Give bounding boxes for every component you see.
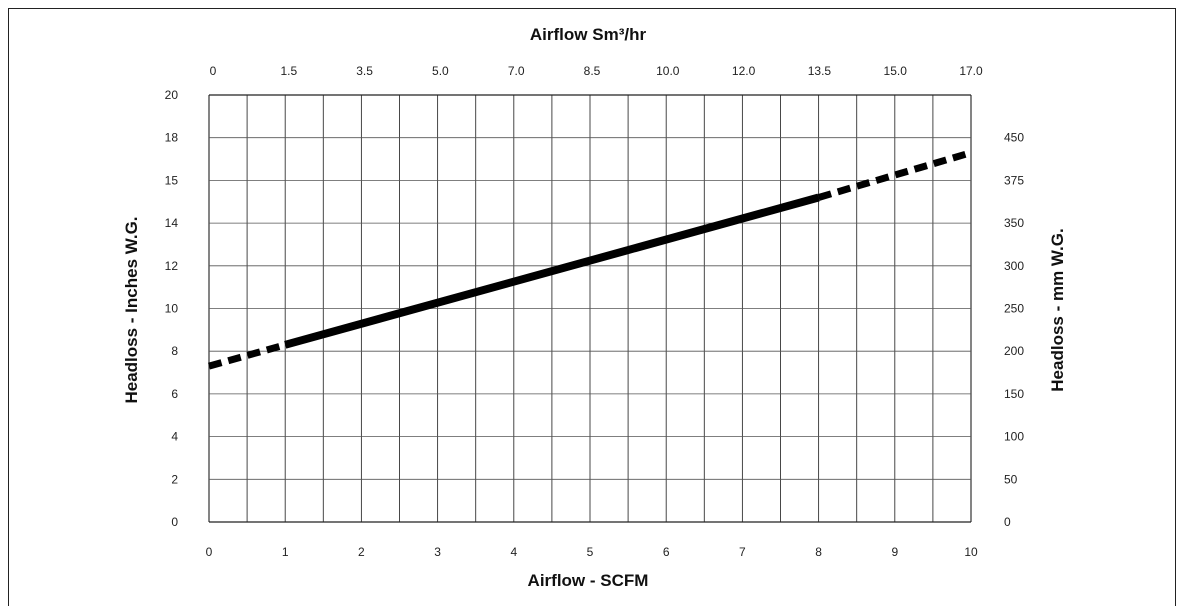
chart-frame xyxy=(8,8,1176,606)
bottom-axis-title: Airflow - SCFM xyxy=(528,571,649,590)
left-tick-label: 20 xyxy=(165,88,179,102)
left-tick-label: 8 xyxy=(171,344,178,358)
top-tick-label: 0 xyxy=(210,64,217,78)
headloss-line-dashed xyxy=(817,149,972,201)
right-tick-label: 50 xyxy=(1004,472,1018,486)
headloss-line-solid xyxy=(284,193,820,349)
headloss-line-dashed xyxy=(208,341,287,370)
top-tick-label: 17.0 xyxy=(959,64,983,78)
bottom-tick-label: 3 xyxy=(434,545,441,559)
bottom-tick-label: 4 xyxy=(510,545,517,559)
right-tick-label: 450 xyxy=(1004,131,1024,145)
grid xyxy=(208,94,972,523)
right-axis-title: Headloss - mm W.G. xyxy=(1048,228,1067,391)
bottom-tick-label: 0 xyxy=(206,545,213,559)
bottom-tick-label: 9 xyxy=(891,545,898,559)
top-axis-title: Airflow Sm³/hr xyxy=(530,25,647,44)
bottom-tick-label: 5 xyxy=(587,545,594,559)
left-axis-title: Headloss - Inches W.G. xyxy=(122,216,141,403)
top-tick-label: 13.5 xyxy=(808,64,832,78)
bottom-tick-label: 6 xyxy=(663,545,670,559)
tick-labels: 0 1 2 3 4 5 6 7 8 9 100 1.5 3.5 5.0 7.0 8.5 10.0 12.0 13.5… xyxy=(165,64,1025,559)
series-layer xyxy=(208,149,972,370)
bottom-tick-label: 7 xyxy=(739,545,746,559)
right-tick-label: 250 xyxy=(1004,302,1024,316)
right-tick-label: 350 xyxy=(1004,216,1024,230)
right-tick-label: 300 xyxy=(1004,259,1024,273)
right-tick-label: 375 xyxy=(1004,173,1024,187)
top-tick-label: 12.0 xyxy=(732,64,756,78)
left-tick-label: 0 xyxy=(171,515,178,529)
left-tick-label: 6 xyxy=(171,387,178,401)
left-tick-label: 18 xyxy=(165,131,179,145)
top-tick-label: 5.0 xyxy=(432,64,449,78)
bottom-tick-label: 2 xyxy=(358,545,365,559)
bottom-tick-label: 10 xyxy=(964,545,978,559)
top-tick-label: 10.0 xyxy=(656,64,680,78)
top-tick-label: 1.5 xyxy=(280,64,297,78)
bottom-tick-label: 8 xyxy=(815,545,822,559)
left-tick-label: 12 xyxy=(165,259,179,273)
top-tick-label: 3.5 xyxy=(356,64,373,78)
top-tick-label: 15.0 xyxy=(884,64,908,78)
right-tick-label: 150 xyxy=(1004,387,1024,401)
right-tick-label: 100 xyxy=(1004,430,1024,444)
right-tick-label: 0 xyxy=(1004,515,1011,529)
top-tick-label: 8.5 xyxy=(584,64,601,78)
bottom-tick-label: 1 xyxy=(282,545,289,559)
left-tick-label: 15 xyxy=(165,173,179,187)
left-tick-label: 4 xyxy=(171,430,178,444)
left-tick-label: 2 xyxy=(171,472,178,486)
right-tick-label: 200 xyxy=(1004,344,1024,358)
top-tick-label: 7.0 xyxy=(508,64,525,78)
left-tick-label: 10 xyxy=(165,302,179,316)
left-tick-label: 14 xyxy=(165,216,179,230)
